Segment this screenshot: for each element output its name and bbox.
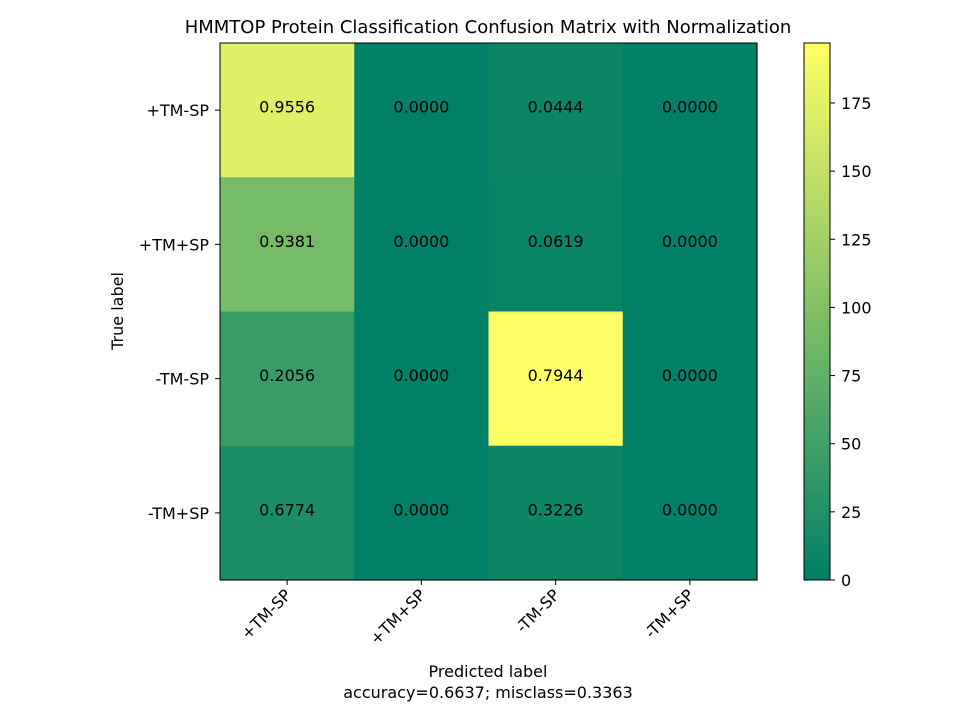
- cell-labels: 0.9556 0.0000 0.0444 0.0000 0.9381 0.0000 0.06…: [259, 98, 718, 520]
- cell-value-label: 0.0000: [393, 500, 449, 519]
- y-axis-label: True label: [108, 272, 127, 351]
- colorbar-tick-label: 75: [841, 367, 861, 386]
- colorbar-tick-label: 25: [841, 503, 861, 522]
- heatmap-cell: [220, 445, 355, 581]
- colorbar: [803, 42, 831, 581]
- cell-value-label: 0.0000: [393, 232, 449, 251]
- cell-value-label: 0.9381: [259, 232, 315, 251]
- cell-value-label: 0.3226: [528, 500, 584, 519]
- y-tick-label: -TM-SP: [156, 370, 210, 389]
- cell-value-label: 0.0619: [528, 232, 584, 251]
- cell-value-label: 0.6774: [259, 500, 315, 519]
- chart-title: HMMTOP Protein Classification Confusion …: [185, 17, 792, 38]
- cell-value-label: 0.2056: [259, 366, 315, 385]
- heatmap-cell: [354, 311, 490, 447]
- heatmap-cell: [220, 43, 355, 178]
- heatmap-cell: [488, 43, 624, 178]
- colorbar-tick-label: 50: [841, 435, 861, 454]
- heatmap-cell: [622, 311, 758, 447]
- heatmap-cell: [488, 311, 624, 447]
- cell-value-label: 0.0000: [393, 98, 449, 117]
- x-axis-ticks: +TM-SP +TM+SP -TM-SP -TM+SP: [237, 580, 698, 648]
- heatmap-cell: [354, 43, 490, 178]
- colorbar-tick-label: 150: [841, 162, 872, 181]
- heatmap-cell: [488, 445, 624, 581]
- x-tick-label: +TM+SP: [366, 585, 429, 648]
- colorbar-ticks: 0 25 50 75 100 125 150 175: [830, 94, 872, 590]
- cell-value-label: 0.0000: [662, 98, 718, 117]
- matrix-frame: [219, 42, 758, 581]
- x-tick-label: -TM-SP: [512, 585, 563, 636]
- cell-value-label: 0.0000: [662, 500, 718, 519]
- heatmap-cells: [220, 43, 758, 581]
- cell-value-label: 0.0444: [528, 98, 584, 117]
- cell-value-label: 0.0000: [662, 366, 718, 385]
- colorbar-tick-label: 125: [841, 230, 872, 249]
- y-axis-ticks: +TM-SP +TM+SP -TM-SP -TM+SP: [139, 101, 220, 523]
- heatmap-cell: [220, 177, 355, 313]
- heatmap-cell: [622, 445, 758, 581]
- heatmap-cell: [488, 177, 624, 313]
- cell-value-label: 0.7944: [528, 366, 584, 385]
- heatmap-cell: [354, 445, 490, 581]
- colorbar-tick-label: 100: [841, 298, 872, 317]
- cell-value-label: 0.9556: [259, 98, 315, 117]
- colorbar-tick-label: 0: [841, 571, 851, 590]
- cell-value-label: 0.0000: [393, 366, 449, 385]
- cell-value-label: 0.0000: [662, 232, 718, 251]
- heatmap-cell: [220, 311, 355, 447]
- x-tick-label: -TM+SP: [641, 585, 698, 642]
- y-tick-label: +TM+SP: [139, 235, 210, 254]
- heatmap-cell: [622, 43, 758, 178]
- x-tick-label: +TM-SP: [237, 585, 295, 643]
- x-axis-label: Predicted label: [429, 662, 548, 681]
- accuracy-footer: accuracy=0.6637; misclass=0.3363: [343, 683, 633, 702]
- heatmap-cell: [622, 177, 758, 313]
- colorbar-tick-label: 175: [841, 94, 872, 113]
- heatmap-cell: [354, 177, 490, 313]
- y-tick-label: -TM+SP: [148, 504, 209, 523]
- y-tick-label: +TM-SP: [146, 101, 209, 120]
